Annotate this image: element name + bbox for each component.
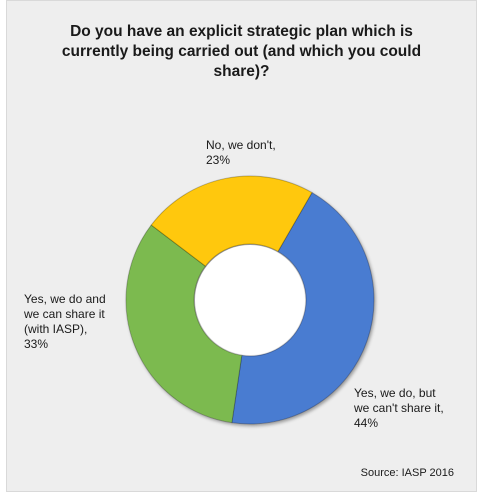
slice-label-cant-share: Yes, we do, but we can't share it, 44% xyxy=(354,386,444,430)
slice-no xyxy=(150,175,313,267)
slice-label-no: No, we don't, 23% xyxy=(206,138,276,167)
source-note: Source: IASP 2016 xyxy=(360,467,454,479)
slice-can-share xyxy=(125,224,243,424)
donut-hole xyxy=(195,245,305,355)
slice-cant-share xyxy=(231,191,375,425)
chart-title: Do you have an explicit strategic plan w… xyxy=(61,23,422,80)
slice-label-can-share: Yes, we do and we can share it (with IAS… xyxy=(24,292,106,351)
